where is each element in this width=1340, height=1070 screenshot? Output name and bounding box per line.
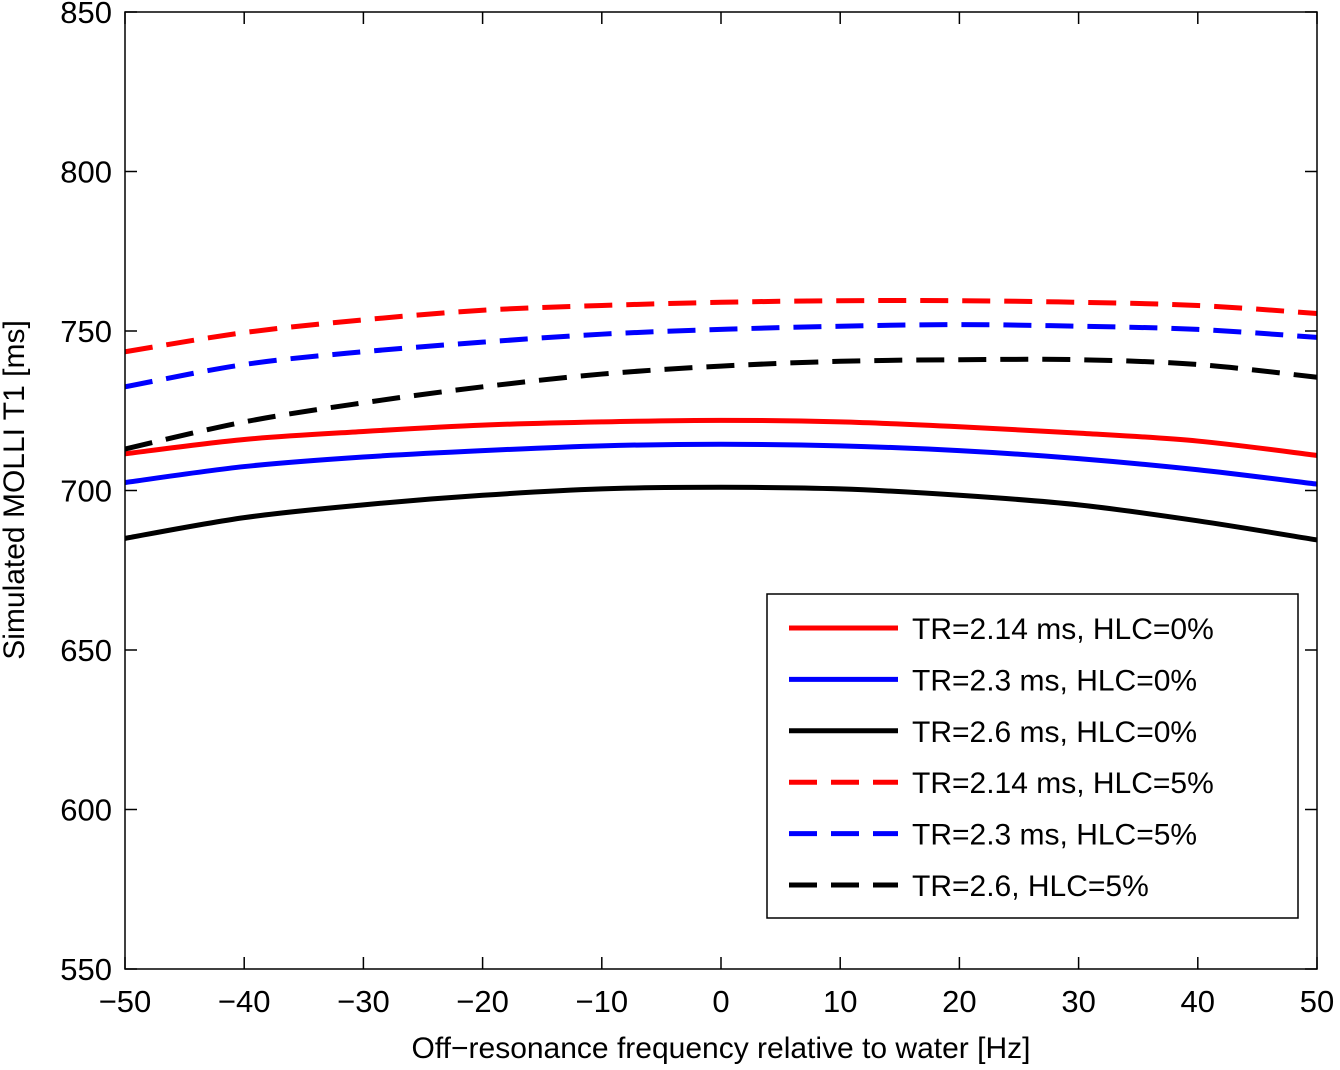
y-axis-label: Simulated MOLLI T1 [ms] [0,320,31,660]
series-line-1 [124,417,1318,458]
x-axis-label: Off−resonance frequency relative to wate… [412,1032,1031,1065]
x-tick-label: −30 [337,984,390,1019]
y-tick-label: 850 [60,0,112,30]
legend-label-6: TR=2.6, HLC=5% [912,870,1149,903]
legend-label-5: TR=2.3 ms, HLC=5% [912,819,1197,852]
series-line-3 [124,484,1318,543]
x-tick-label: 50 [1300,984,1334,1019]
legend-label-2: TR=2.3 ms, HLC=0% [912,664,1197,697]
y-tick-label: 600 [60,793,112,828]
x-tick-label: 0 [712,984,729,1019]
x-tick-label: 30 [1061,984,1095,1019]
ticks-layer: −50 −40 −30 −20 −10 0 10 20 30 40 50 550 600 650 700 75… [60,0,1334,1019]
x-tick-label: −10 [576,984,629,1019]
series-line-6 [124,356,1318,452]
y-tick-label: 550 [60,952,112,987]
x-tick-label: −50 [99,984,152,1019]
x-tick-label: 10 [823,984,857,1019]
series-line-2 [124,441,1318,487]
y-tick-label: 800 [60,155,112,190]
series-line-4 [124,297,1318,355]
y-tick-label: 750 [60,314,112,349]
x-tick-label: 20 [942,984,976,1019]
series-layer [124,297,1318,543]
legend-label-1: TR=2.14 ms, HLC=0% [912,613,1214,646]
axes-box [124,11,1318,970]
y-tick-label: 700 [60,474,112,509]
legend-box [766,593,1299,919]
x-tick-label: 40 [1181,984,1215,1019]
series-line-5 [124,322,1318,390]
x-tick-label: −20 [456,984,509,1019]
legend: TR=2.14 ms, HLC=0% TR=2.3 ms, HLC=0% TR=2.… [766,593,1299,919]
legend-label-4: TR=2.14 ms, HLC=5% [912,767,1214,800]
legend-label-3: TR=2.6 ms, HLC=0% [912,716,1197,749]
x-tick-label: −40 [218,984,271,1019]
y-tick-label: 650 [60,633,112,668]
